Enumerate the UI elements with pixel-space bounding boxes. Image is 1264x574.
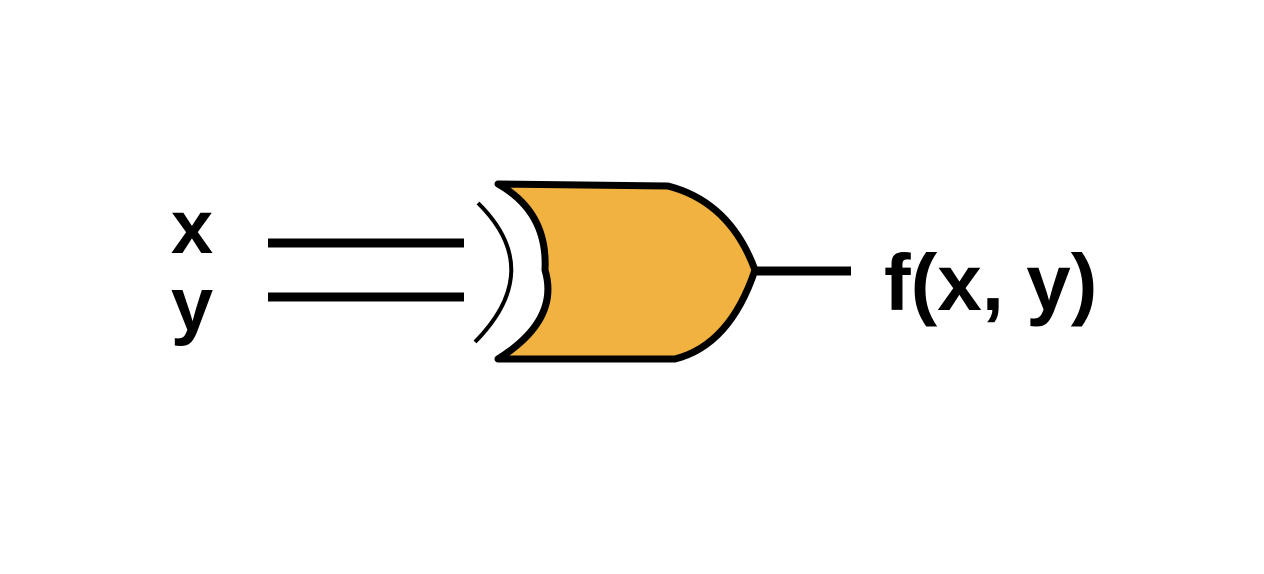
- input-label-x: x: [171, 185, 213, 270]
- xor-input-arc: [473, 201, 514, 344]
- output-label: f(x, y): [884, 238, 1097, 327]
- input-label-y: y: [171, 262, 213, 347]
- xor-gate-body: [494, 180, 759, 363]
